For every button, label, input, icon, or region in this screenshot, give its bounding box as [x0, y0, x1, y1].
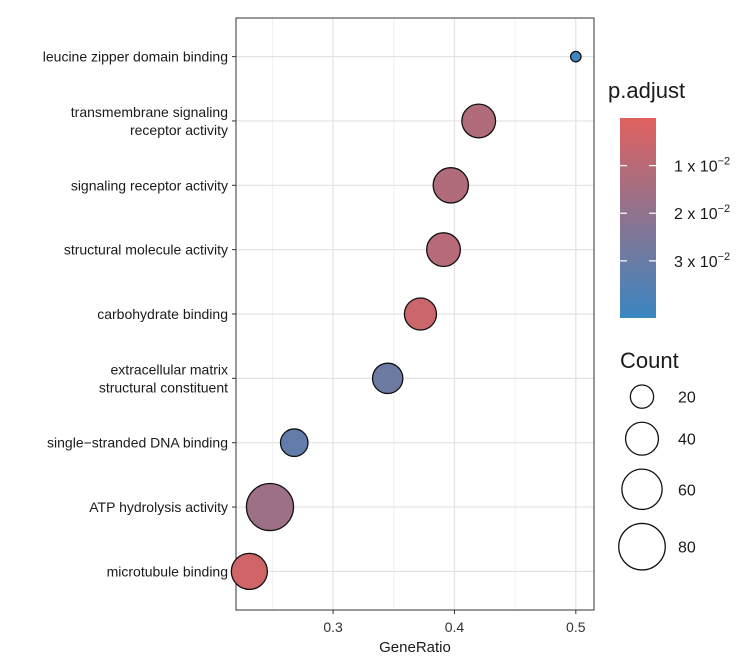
data-point — [245, 482, 295, 532]
data-point — [371, 362, 404, 395]
size-legend-circle — [621, 468, 663, 511]
x-tick-label: 0.5 — [566, 619, 586, 635]
color-legend-ticks: 1 x 10−2 2 x 10−2 3 x 10−2 — [620, 156, 730, 271]
x-tick-label: 0.3 — [323, 619, 343, 635]
color-legend-bar — [620, 118, 656, 318]
size-legend-circle — [618, 522, 666, 571]
y-tick-label: structural molecule activity — [64, 242, 228, 258]
x-axis-title: GeneRatio — [379, 639, 451, 656]
y-tick-label: transmembrane signaling — [71, 104, 228, 120]
color-legend-tick-label: 1 x 10−2 — [674, 156, 730, 176]
y-tick-label: microtubule binding — [107, 563, 228, 579]
data-point — [569, 50, 582, 63]
grid-lines — [236, 18, 594, 610]
data-point — [403, 297, 438, 331]
y-tick-label: receptor activity — [130, 122, 228, 138]
size-legend-label: 40 — [678, 432, 696, 449]
color-legend-tick-label: 2 x 10−2 — [674, 203, 730, 223]
size-legend-label: 80 — [678, 540, 696, 557]
data-point — [426, 232, 462, 268]
y-axis-labels: leucine zipper domain binding transmembra… — [43, 49, 236, 579]
x-tick-label: 0.4 — [445, 619, 465, 635]
data-point — [432, 167, 470, 204]
data-point — [279, 428, 309, 458]
size-legend-label: 60 — [678, 482, 696, 499]
y-tick-label: extracellular matrix — [111, 361, 228, 377]
size-legend-circle — [624, 421, 660, 456]
size-legend-title: Count — [620, 348, 679, 373]
color-legend-tick-label: 3 x 10−2 — [674, 251, 730, 271]
size-legend-label: 20 — [678, 390, 696, 407]
x-axis: 0.3 0.4 0.5 — [323, 610, 586, 635]
y-tick-label: structural constituent — [99, 379, 228, 395]
size-legend-circle — [629, 384, 655, 409]
data-point — [461, 103, 497, 139]
y-tick-label: leucine zipper domain binding — [43, 49, 228, 65]
y-tick-label: ATP hydrolysis activity — [89, 499, 228, 515]
color-legend-title: p.adjust — [608, 78, 685, 103]
data-points — [230, 50, 582, 591]
size-legend-entries: 20 40 60 80 — [618, 384, 696, 571]
y-tick-label: signaling receptor activity — [71, 177, 228, 193]
y-tick-label: single−stranded DNA binding — [47, 435, 228, 451]
y-tick-label: carbohydrate binding — [97, 306, 228, 322]
data-point — [230, 552, 269, 591]
